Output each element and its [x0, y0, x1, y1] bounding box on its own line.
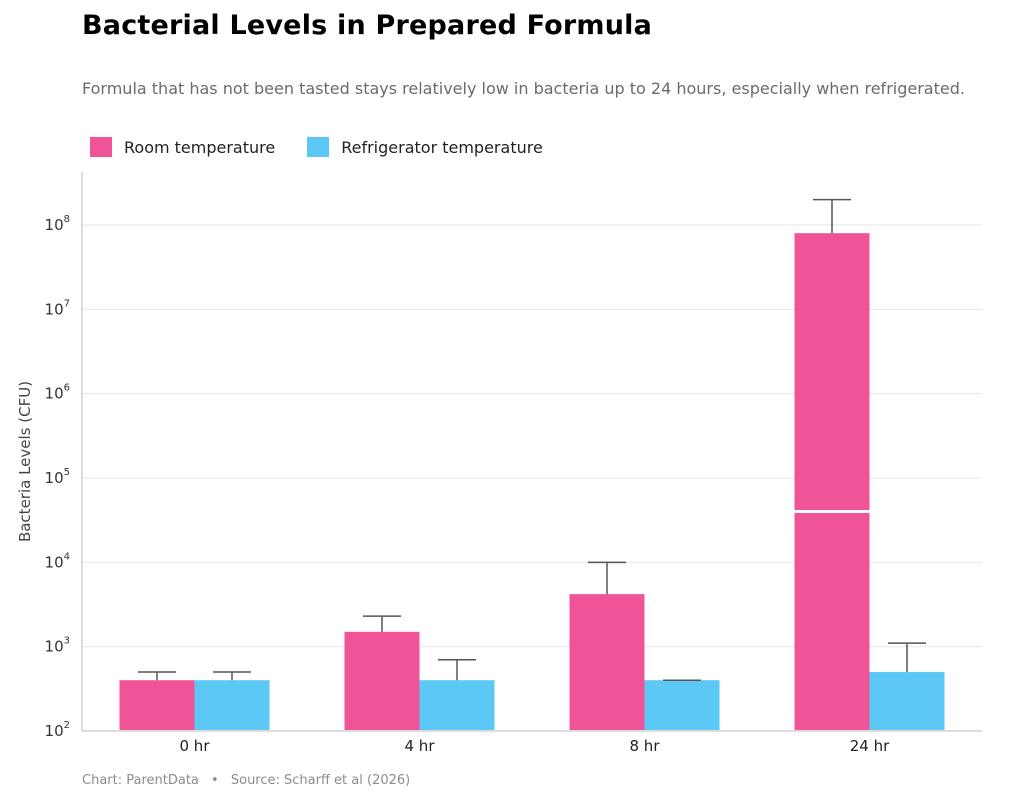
y-axis-label: Bacteria Levels (CFU) [16, 381, 34, 542]
y-tick-label: 107 [45, 298, 70, 318]
bar-fridge-0hr [194, 680, 270, 730]
legend-label-room: Room temperature [124, 137, 276, 157]
legend-swatch-room [90, 137, 112, 157]
bar-room-24hr [794, 233, 870, 731]
chart-subtitle: Formula that has not been tasted stays r… [82, 79, 965, 98]
legend: Room temperature Refrigerator temperatur… [90, 137, 575, 157]
legend-item-fridge[interactable]: Refrigerator temperature [307, 137, 543, 157]
x-tick-label: 0 hr [180, 737, 211, 755]
y-tick-label: 103 [45, 636, 70, 656]
bar-room-8hr [569, 594, 645, 730]
bar-fridge-8hr [644, 680, 720, 730]
bar-fridge-4hr [419, 680, 495, 730]
bar-room-0hr [119, 680, 195, 730]
chart-credit: Chart: ParentData [82, 773, 199, 788]
y-tick-label: 102 [45, 720, 70, 740]
footer-separator: • [211, 773, 219, 788]
chart-footer: Chart: ParentData • Source: Scharff et a… [82, 773, 410, 788]
y-tick-label: 105 [45, 467, 70, 487]
bar-room-4hr [344, 631, 420, 730]
x-tick-label: 4 hr [405, 737, 436, 755]
y-tick-label: 108 [45, 214, 70, 234]
y-tick-label: 104 [45, 551, 70, 571]
legend-label-fridge: Refrigerator temperature [341, 137, 543, 157]
chart-title: Bacterial Levels in Prepared Formula [82, 10, 653, 41]
bar-fridge-24hr [869, 672, 945, 730]
x-tick-label: 8 hr [630, 737, 661, 755]
y-tick-label: 106 [45, 383, 70, 403]
chart-source: Source: Scharff et al (2026) [230, 773, 411, 788]
x-tick-label: 24 hr [850, 737, 890, 755]
legend-item-room[interactable]: Room temperature [90, 137, 275, 157]
legend-swatch-fridge [307, 137, 330, 157]
